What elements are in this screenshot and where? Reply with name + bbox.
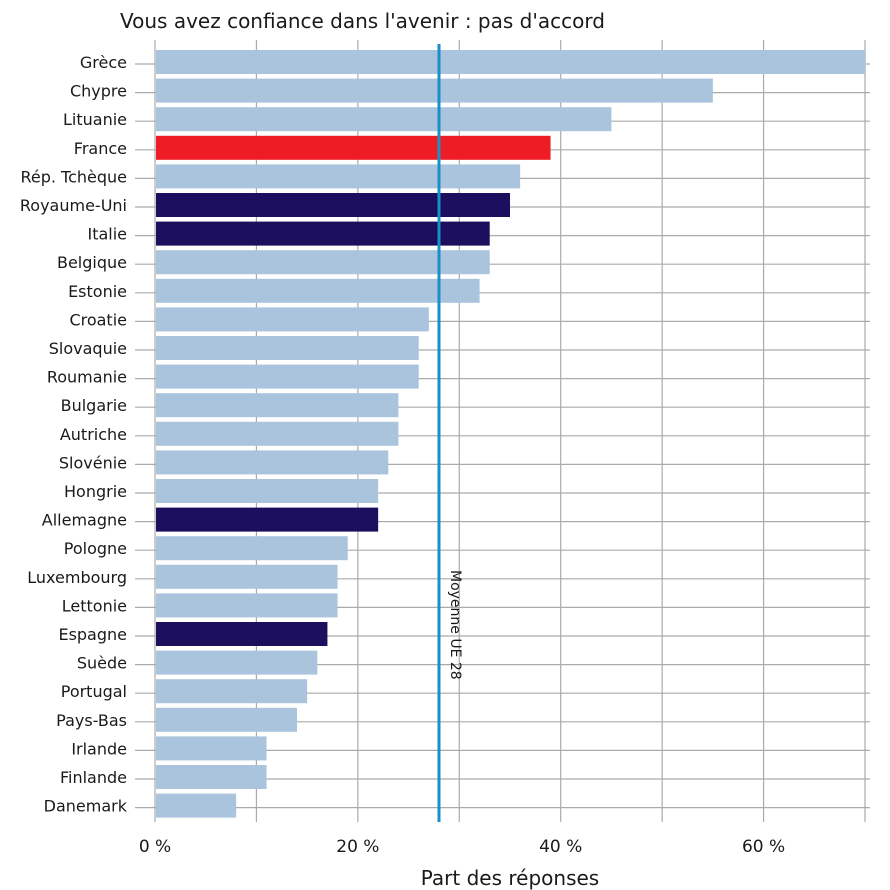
bar-17 bbox=[156, 536, 348, 561]
bar-24 bbox=[156, 736, 267, 761]
x-tick-label: 40 % bbox=[539, 837, 582, 857]
bar-0 bbox=[156, 50, 865, 74]
category-label: Estonie bbox=[68, 282, 127, 301]
bar-23 bbox=[156, 707, 297, 732]
category-label: Italie bbox=[87, 225, 127, 244]
category-label: Pologne bbox=[64, 539, 127, 558]
bar-2 bbox=[156, 107, 612, 132]
bar-9 bbox=[156, 307, 429, 332]
category-label: Pays-Bas bbox=[56, 711, 127, 730]
bar-21 bbox=[156, 650, 318, 675]
bar-25 bbox=[156, 765, 267, 789]
x-axis-label: Part des réponses bbox=[421, 866, 599, 890]
category-label: Lettonie bbox=[62, 596, 127, 615]
bar-7 bbox=[156, 250, 490, 275]
bar-20 bbox=[156, 622, 328, 646]
bar-4 bbox=[156, 164, 521, 189]
category-label: Autriche bbox=[60, 425, 127, 444]
category-label: Hongrie bbox=[64, 482, 127, 501]
category-label: Irlande bbox=[71, 739, 127, 758]
bar-12 bbox=[156, 393, 399, 418]
x-tick-label: 60 % bbox=[742, 837, 785, 857]
category-label: Croatie bbox=[69, 310, 127, 329]
bar-13 bbox=[156, 421, 399, 446]
bar-8 bbox=[156, 278, 480, 303]
category-label: Slovénie bbox=[59, 453, 127, 472]
bars bbox=[156, 50, 865, 818]
category-label: Belgique bbox=[57, 253, 127, 272]
category-label: Roumanie bbox=[47, 368, 127, 387]
category-label: Lituanie bbox=[63, 110, 127, 129]
bar-15 bbox=[156, 479, 379, 503]
category-labels: Grèce Chypre Lituanie France Rép. Tchèque Roy… bbox=[20, 53, 128, 816]
category-label: Danemark bbox=[44, 797, 128, 816]
bar-5 bbox=[156, 193, 510, 217]
reference-line-label: Moyenne UE 28 bbox=[447, 570, 463, 680]
category-label: Chypre bbox=[70, 82, 127, 101]
bar-11 bbox=[156, 364, 419, 389]
category-label: Bulgarie bbox=[61, 396, 127, 415]
x-tick-labels: 0 % 20 % 40 % 60 % bbox=[139, 837, 785, 857]
x-tick-label: 20 % bbox=[336, 837, 379, 857]
category-label: Suède bbox=[77, 654, 127, 673]
bar-18 bbox=[156, 564, 338, 589]
bar-22 bbox=[156, 679, 308, 704]
bar-10 bbox=[156, 336, 419, 360]
category-label: Royaume-Uni bbox=[20, 196, 127, 215]
category-label: Finlande bbox=[60, 768, 127, 787]
bar-19 bbox=[156, 593, 338, 618]
category-label: Portugal bbox=[61, 682, 127, 701]
category-label: Luxembourg bbox=[27, 568, 127, 587]
category-label: Slovaquie bbox=[49, 339, 127, 358]
reference-line-group: Moyenne UE 28 bbox=[437, 44, 463, 822]
bar-26 bbox=[156, 793, 237, 818]
bar-14 bbox=[156, 450, 389, 475]
bar-1 bbox=[156, 78, 713, 103]
category-label: Rép. Tchèque bbox=[20, 167, 127, 186]
bar-16 bbox=[156, 507, 379, 532]
category-label: Grèce bbox=[80, 53, 127, 72]
chart-title: Vous avez confiance dans l'avenir : pas … bbox=[120, 9, 605, 33]
bar-3 bbox=[156, 135, 551, 160]
x-tick-label: 0 % bbox=[139, 837, 171, 857]
category-label: Allemagne bbox=[42, 511, 127, 530]
bar-6 bbox=[156, 221, 490, 246]
category-label: Espagne bbox=[58, 625, 127, 644]
category-label: France bbox=[74, 139, 127, 158]
